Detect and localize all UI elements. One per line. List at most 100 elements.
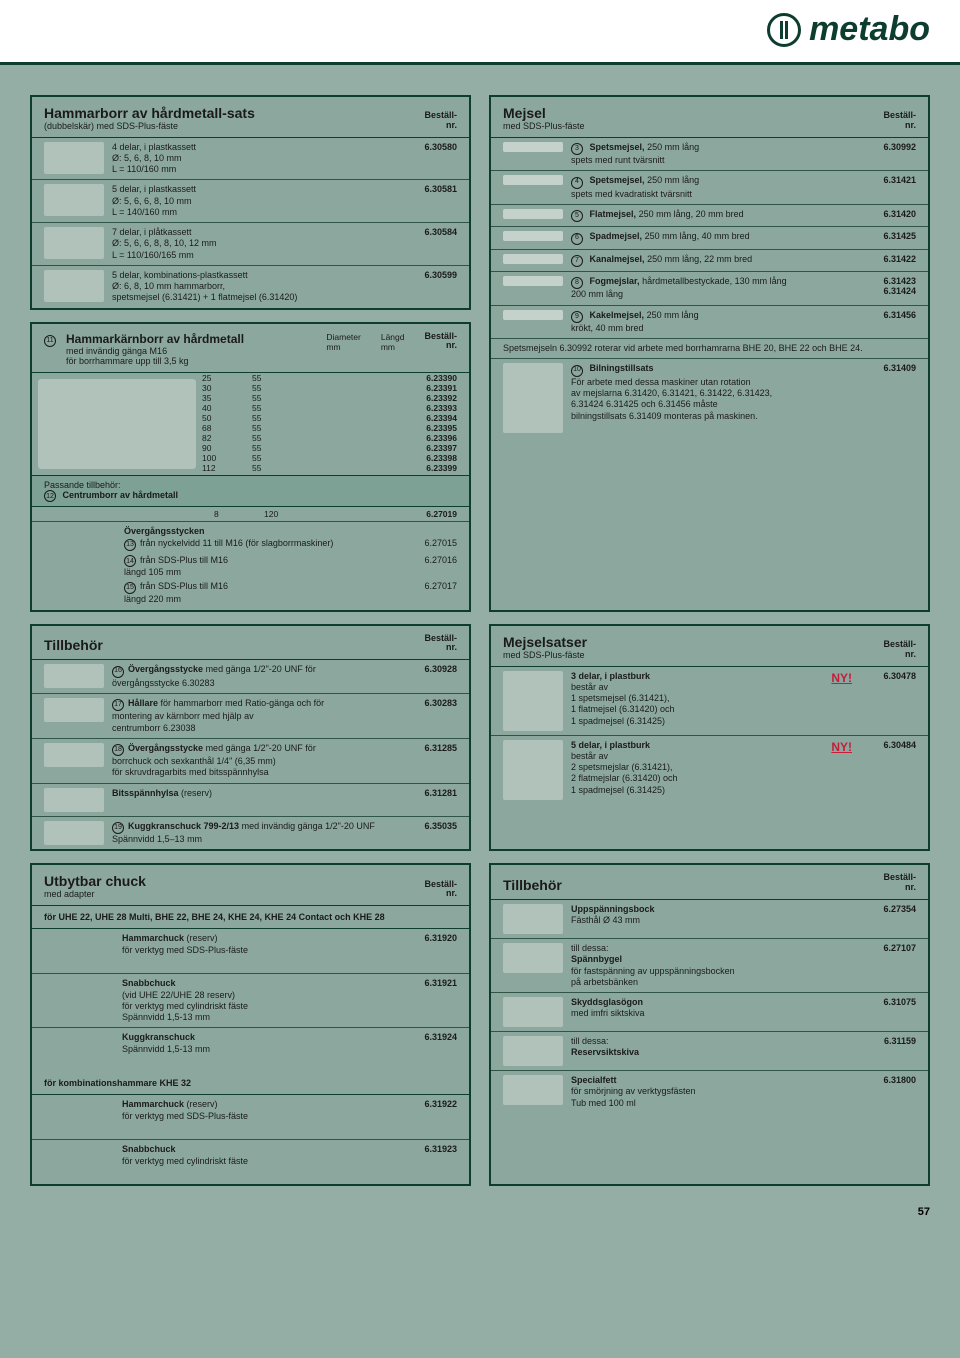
product-row: 4 delar, i plastkassett Ø: 5, 6, 8, 10 m… xyxy=(32,138,469,181)
product-thumb xyxy=(503,209,563,219)
order-number: 6.30580 xyxy=(407,142,457,152)
order-nr-label: Beställ-nr. xyxy=(883,111,916,131)
product-thumb xyxy=(503,943,563,973)
product-desc: 7 delar, i plåtkassett Ø: 5, 6, 6, 8, 8,… xyxy=(112,227,399,261)
table-row: 30 55 6.23391 xyxy=(202,383,469,393)
table-row: 35 55 6.23392 xyxy=(202,393,469,403)
order-number: 6.30599 xyxy=(407,270,457,280)
product-desc: Bitsspännhylsa (reserv) xyxy=(112,788,399,799)
brand-icon xyxy=(767,13,801,47)
order-number: 6.31421 xyxy=(866,175,916,185)
cell-diameter: 90 xyxy=(202,443,252,453)
cell-length: 55 xyxy=(252,433,302,443)
order-nr-label: Beställ-nr. xyxy=(424,880,457,900)
panel-title: Mejsel xyxy=(503,105,585,121)
order-number: 6.23390 xyxy=(302,373,457,383)
product-thumb xyxy=(44,1099,114,1135)
product-row: 5 delar, i plastkassett Ø: 5, 6, 6, 8, 1… xyxy=(32,180,469,223)
table-row: 82 55 6.23396 xyxy=(202,433,469,443)
product-desc: 4 Spetsmejsel, 250 mm lång spets med kva… xyxy=(571,175,858,200)
cell-length: 55 xyxy=(252,393,302,403)
product-thumb xyxy=(44,978,114,1014)
product-desc: till dessa:Reservsiktskiva xyxy=(571,1036,858,1059)
product-thumb xyxy=(503,276,563,286)
cell: 8 xyxy=(214,509,264,519)
order-number: 6.30581 xyxy=(407,184,457,194)
order-number: 6.30928 xyxy=(407,664,457,674)
product-desc: 3 delar, i plastburkbestår av 1 spetsmej… xyxy=(571,671,817,727)
panel-title: Tillbehör xyxy=(44,637,103,653)
product-row: Specialfettför smörjning av verktygsfäst… xyxy=(491,1071,928,1113)
panel-subtitle: med SDS-Plus-fäste xyxy=(503,121,585,131)
panel-title: Utbytbar chuck xyxy=(44,873,146,889)
product-row: till dessa:Spännbygelför fastspänning av… xyxy=(491,939,928,993)
order-number: 6.30992 xyxy=(866,142,916,152)
ref-number: 16 xyxy=(112,666,124,678)
order-number: 6.31281 xyxy=(407,788,457,798)
product-desc: Kuggkranschuck Spännvidd 1,5-13 mm xyxy=(122,1032,399,1055)
order-number: 6.30283 xyxy=(407,698,457,708)
order-number: 6.27019 xyxy=(314,509,457,519)
product-desc: Specialfettför smörjning av verktygsfäst… xyxy=(571,1075,858,1109)
order-number: 6.30478 xyxy=(866,671,916,681)
ref-number: 4 xyxy=(571,177,583,189)
ref-number: 9 xyxy=(571,311,583,323)
product-desc: 16Övergångsstycke med gänga 1/2"-20 UNF … xyxy=(112,664,399,689)
product-desc: UppspänningsbockFästhål Ø 43 mm xyxy=(571,904,858,927)
product-thumb xyxy=(44,1032,114,1068)
product-row: Skyddsglasögonmed imfri siktskiva 6.3107… xyxy=(491,993,928,1032)
product-row: 6 Spadmejsel, 250 mm lång, 40 mm bred 6.… xyxy=(491,227,928,249)
new-badge: NY! xyxy=(831,671,852,685)
product-row: 8 Fogmejslar, hårdmetallbestyckade, 130 … xyxy=(491,272,928,306)
product-thumb xyxy=(44,142,104,174)
cell-diameter: 40 xyxy=(202,403,252,413)
cell-length: 55 xyxy=(252,453,302,463)
product-thumb xyxy=(503,363,563,433)
product-desc: till dessa:Spännbygelför fastspänning av… xyxy=(571,943,858,988)
order-nr-label: Beställ-nr. xyxy=(424,111,457,131)
product-thumb xyxy=(503,1075,563,1105)
product-thumb xyxy=(503,904,563,934)
product-thumb xyxy=(44,664,104,688)
product-thumb xyxy=(44,227,104,259)
order-number: 6.23391 xyxy=(302,383,457,393)
product-row: Bitsspännhylsa (reserv) 6.31281 xyxy=(32,784,469,817)
order-number: 6.27016 xyxy=(424,555,457,565)
panel-mejselsatser: Mejselsatser med SDS-Plus-fäste Beställ-… xyxy=(489,624,930,852)
page-header: metabo xyxy=(0,0,960,65)
order-number: 6.31425 xyxy=(866,231,916,241)
panel-subtitle: med invändig gänga M16 för borrhammare u… xyxy=(66,346,244,366)
product-row: Hammarchuck (reserv)för verktyg med SDS-… xyxy=(32,1095,469,1140)
product-thumb xyxy=(44,933,114,969)
ref-number: 6 xyxy=(571,233,583,245)
table-row: 25 55 6.23390 xyxy=(202,373,469,383)
panel-tillbehor-2: Tillbehör Beställ-nr. UppspänningsbockFä… xyxy=(489,863,930,1186)
product-row: 7 delar, i plåtkassett Ø: 5, 6, 6, 8, 8,… xyxy=(32,223,469,266)
product-desc: 5 delar, i plastkassett Ø: 5, 6, 6, 8, 1… xyxy=(112,184,399,218)
cell-diameter: 68 xyxy=(202,423,252,433)
order-nr-label: Beställ-nr. xyxy=(883,873,916,893)
cell-length: 55 xyxy=(252,423,302,433)
product-thumb xyxy=(503,740,563,800)
chuck-group1-label: för UHE 22, UHE 28 Multi, BHE 22, BHE 24… xyxy=(32,906,469,929)
product-row: Hammarchuck (reserv)för verktyg med SDS-… xyxy=(32,929,469,974)
order-number: 6.23396 xyxy=(302,433,457,443)
order-number: 6.23392 xyxy=(302,393,457,403)
order-number: 6.31922 xyxy=(407,1099,457,1109)
order-nr-label: Beställ-nr. xyxy=(883,640,916,660)
product-desc: 19Kuggkranschuck 799-2/13 med invändig g… xyxy=(112,821,399,846)
cell-length: 55 xyxy=(252,413,302,423)
order-number: 6.31924 xyxy=(407,1032,457,1042)
panel-title: Tillbehör xyxy=(503,877,562,893)
product-thumb xyxy=(503,1036,563,1066)
cell-length: 55 xyxy=(252,463,302,473)
table-row: 68 55 6.23395 xyxy=(202,423,469,433)
product-desc: Snabbchuck (vid UHE 22/UHE 28 reserv) fö… xyxy=(122,978,399,1023)
product-thumb xyxy=(503,671,563,731)
cell-diameter: 82 xyxy=(202,433,252,443)
product-thumb xyxy=(44,743,104,767)
chuck-group2-label: för kombinationshammare KHE 32 xyxy=(32,1072,469,1095)
order-number: 6.23395 xyxy=(302,423,457,433)
order-number: 6.31422 xyxy=(866,254,916,264)
order-number: 6.31420 xyxy=(866,209,916,219)
